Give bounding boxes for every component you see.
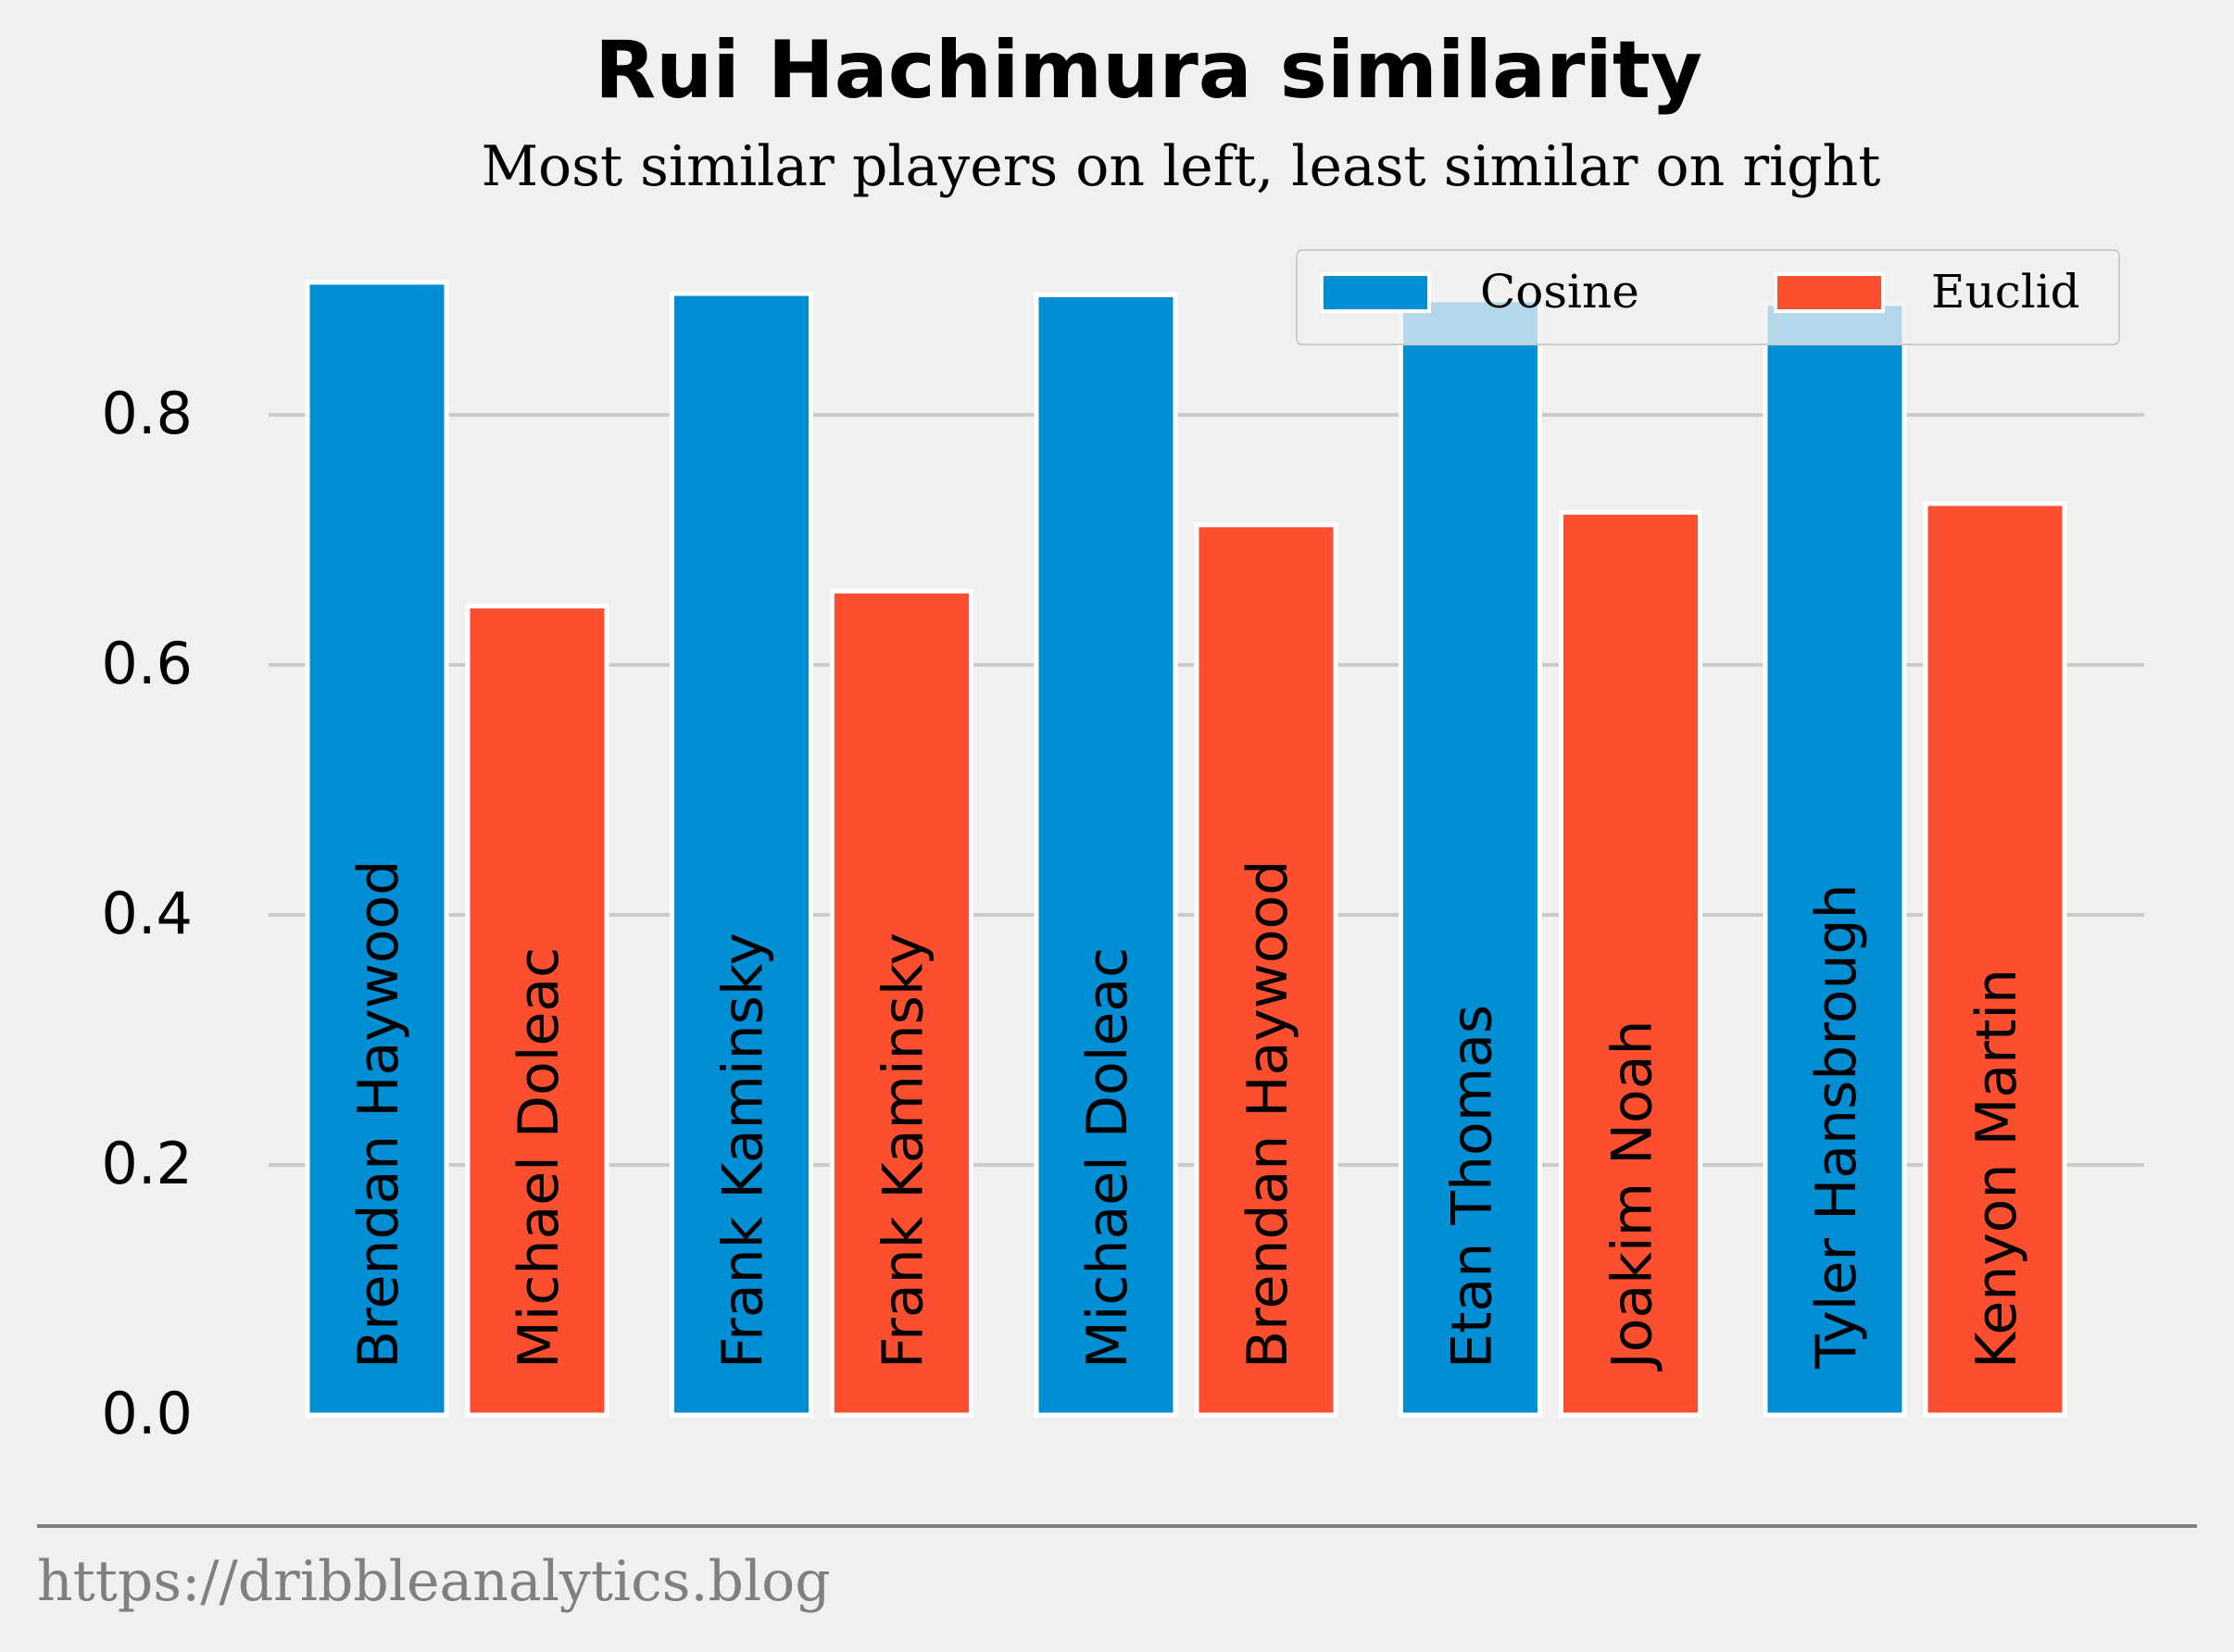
legend: Cosine Euclid	[1296, 249, 2120, 345]
footer-source-url: https://dribbleanalytics.blog	[37, 1549, 831, 1614]
legend-frame	[1296, 249, 2120, 345]
y-axis-tick-labels: 0.0 0.2 0.4 0.6 0.8	[101, 380, 193, 1447]
bar-label: Joakim Noah	[1600, 1020, 1665, 1373]
y-tick-label: 0.6	[101, 630, 193, 697]
y-tick-label: 0.8	[101, 380, 193, 447]
bar-cosine	[670, 291, 813, 1418]
bar-label: Brendan Haywood	[1236, 860, 1300, 1369]
bars	[305, 280, 2067, 1418]
bar-cosine	[1399, 297, 1542, 1418]
bar-label: Brendan Haywood	[346, 860, 411, 1369]
legend-swatch-euclid	[1774, 272, 1885, 313]
chart-subtitle: Most similar players on left, least simi…	[482, 134, 1881, 199]
bar-label: Frank Kaminsky	[872, 932, 936, 1369]
bar-labels: Brendan Haywood Michael Doleac Frank Kamin…	[346, 860, 2029, 1372]
bar-euclid	[1923, 501, 2067, 1418]
y-tick-label: 0.0	[101, 1380, 193, 1447]
bar-euclid	[830, 588, 973, 1418]
bar-cosine	[1763, 301, 1907, 1418]
bar-label: Michael Doleac	[1075, 947, 1140, 1369]
bar-euclid	[465, 604, 609, 1418]
legend-label-cosine: Cosine	[1480, 265, 1639, 319]
bar-label: Etan Thomas	[1440, 1005, 1505, 1369]
bar-label: Michael Doleac	[507, 947, 571, 1369]
y-tick-label: 0.4	[101, 880, 193, 947]
bar-label: Tyler Hansbrough	[1804, 883, 1869, 1370]
legend-swatch-cosine	[1320, 272, 1431, 313]
bar-cosine	[1034, 292, 1178, 1418]
bar-label: Kenyon Martin	[1964, 969, 2029, 1369]
bar-euclid	[1194, 522, 1338, 1418]
legend-label-euclid: Euclid	[1931, 265, 2080, 319]
chart-title: Rui Hachimura similarity	[595, 24, 1702, 117]
y-tick-label: 0.2	[101, 1130, 193, 1197]
bar-cosine	[305, 280, 449, 1418]
bar-euclid	[1559, 509, 1702, 1418]
bar-label: Frank Kaminsky	[711, 932, 776, 1369]
